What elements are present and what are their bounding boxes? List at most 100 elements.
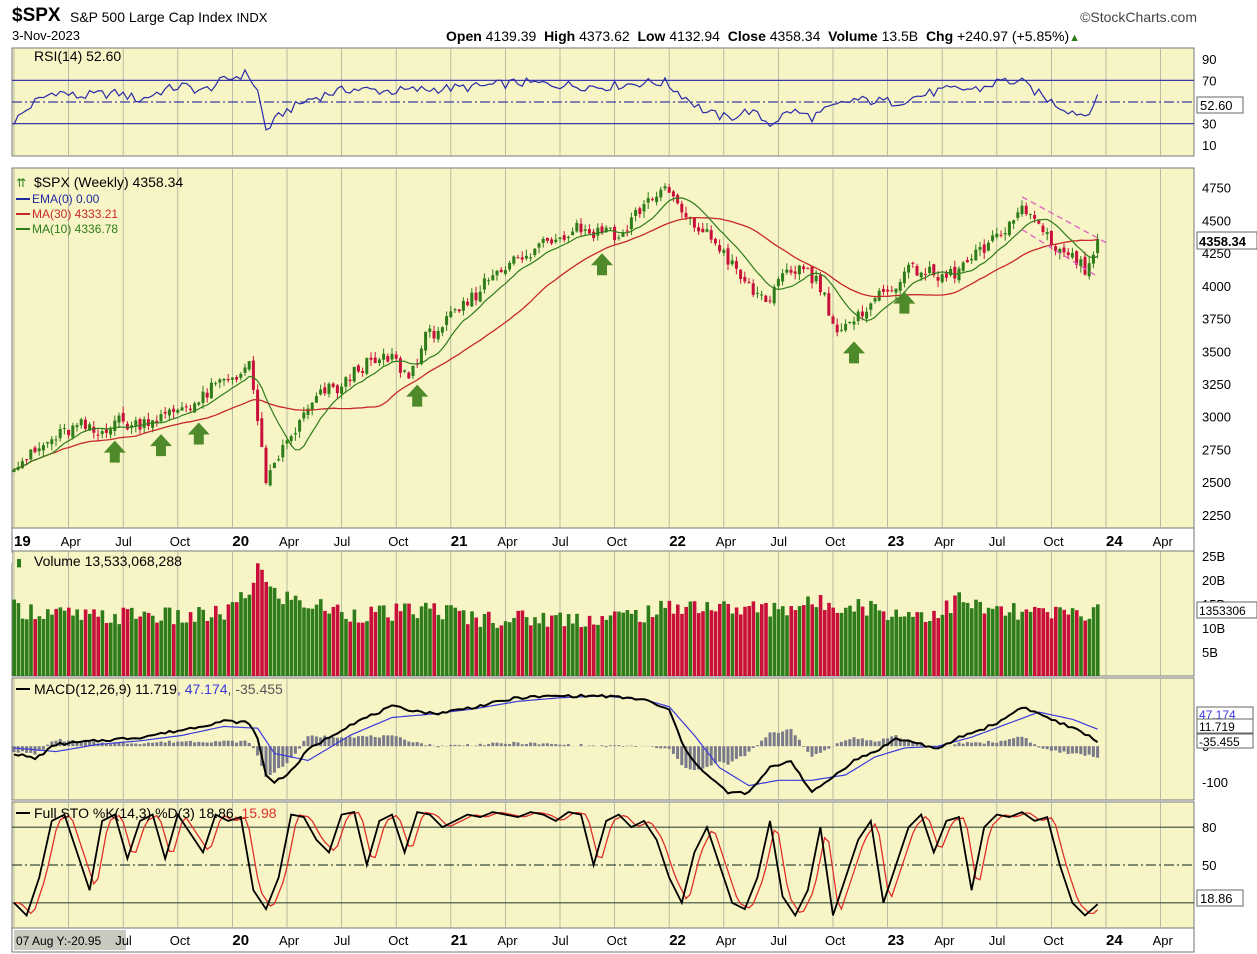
volume-bar xyxy=(29,604,33,676)
volume-bar xyxy=(382,605,386,676)
macd-histogram-bar xyxy=(655,746,659,748)
volume-bar xyxy=(37,616,42,676)
candle-body xyxy=(508,262,512,270)
volume-spacer xyxy=(0,553,12,563)
candle-body xyxy=(46,441,50,444)
volume-bar xyxy=(1007,612,1012,676)
macd-histogram-bar xyxy=(289,746,293,758)
macd-value-box xyxy=(1196,733,1254,749)
macd-histogram-bar xyxy=(898,738,902,747)
candle-body xyxy=(499,269,503,272)
volume-bar xyxy=(54,608,58,676)
candle-body xyxy=(747,282,751,284)
macd-histogram-bar xyxy=(982,743,986,747)
macd-histogram-bar xyxy=(428,744,432,747)
candle-body xyxy=(1075,251,1079,265)
macd-histogram-bar xyxy=(839,741,843,747)
candle-body xyxy=(890,290,894,292)
volume-bar xyxy=(432,603,436,676)
candle-body xyxy=(319,389,323,395)
macd-histogram-bar xyxy=(974,742,978,747)
volume-label: Volume xyxy=(828,28,878,44)
volume-bar xyxy=(1075,610,1079,676)
volume-bar xyxy=(209,617,214,676)
volume-bar xyxy=(604,619,609,676)
macd-histogram-bar xyxy=(323,735,327,747)
volume-bar xyxy=(634,609,638,676)
macd-histogram-bar xyxy=(751,746,755,748)
candle-body xyxy=(932,264,936,276)
volume-bar xyxy=(902,616,907,676)
volume-bar xyxy=(537,623,541,676)
macd-histogram-bar xyxy=(159,741,163,747)
candle-body xyxy=(310,402,314,410)
candle-body xyxy=(155,420,159,423)
candle-body xyxy=(760,294,764,296)
candle-body xyxy=(235,377,239,380)
candle-body xyxy=(600,226,604,234)
candle-body xyxy=(646,198,650,203)
candle-body xyxy=(953,266,957,279)
volume-bar xyxy=(579,627,583,676)
candle-body xyxy=(230,377,234,380)
candle-body xyxy=(684,213,688,218)
volume-bar xyxy=(356,622,361,676)
macd-histogram-bar xyxy=(806,746,810,752)
candle-body xyxy=(554,239,558,243)
volume-bar xyxy=(226,604,231,676)
macd-histogram-bar xyxy=(209,742,213,747)
up-arrow-icon xyxy=(893,291,916,314)
macd-histogram-bar xyxy=(361,735,365,747)
volume-bar xyxy=(235,602,239,676)
candle-body xyxy=(827,293,831,316)
volume-bar xyxy=(58,607,63,676)
volume-bar xyxy=(445,605,449,676)
volume-bar xyxy=(218,614,222,676)
candle-body xyxy=(936,277,940,281)
volume-bar xyxy=(508,622,512,676)
volume-bar xyxy=(193,621,197,676)
candle-body xyxy=(692,217,696,228)
volume-bar xyxy=(449,605,453,676)
volume-bar xyxy=(310,608,315,676)
candle-body xyxy=(986,242,990,251)
candle-body xyxy=(436,330,440,340)
volume-bar xyxy=(747,605,751,676)
macd-histogram-bar xyxy=(117,742,121,747)
candle-body xyxy=(911,262,915,264)
volume-bar xyxy=(268,586,273,676)
candle-body xyxy=(163,411,167,414)
candle-body xyxy=(272,462,276,469)
volume-bar xyxy=(894,609,898,676)
candle-body xyxy=(898,282,902,291)
macd-histogram-bar xyxy=(130,743,134,747)
macd-histogram-bar xyxy=(180,741,184,747)
macd-histogram-bar xyxy=(243,740,247,747)
macd-histogram-bar xyxy=(1012,738,1016,747)
volume-bar xyxy=(772,602,777,676)
volume-bar xyxy=(62,610,67,676)
rsi-last-value: 52.60 xyxy=(1200,98,1233,113)
volume-bar xyxy=(33,619,37,676)
candle-body xyxy=(243,367,247,373)
candle-body xyxy=(167,409,171,416)
volume-bar xyxy=(848,605,852,676)
candle-body xyxy=(151,420,155,428)
volume-bar xyxy=(688,601,693,676)
volume-bar xyxy=(92,609,96,676)
channel-upper-line xyxy=(1021,196,1107,244)
volume-bar xyxy=(877,610,882,676)
candle-body xyxy=(961,262,965,271)
macd-histogram-bar xyxy=(482,745,486,747)
macd-histogram-bar xyxy=(226,740,230,747)
volume-bar xyxy=(629,613,634,676)
macd-histogram-bar xyxy=(827,746,831,749)
volume-bar xyxy=(96,616,100,676)
candle-body xyxy=(974,249,978,261)
candle-body xyxy=(705,229,709,232)
candle-body xyxy=(314,396,318,403)
candle-body xyxy=(529,257,533,259)
volume-bar xyxy=(768,616,772,676)
volume-bar xyxy=(344,618,348,676)
